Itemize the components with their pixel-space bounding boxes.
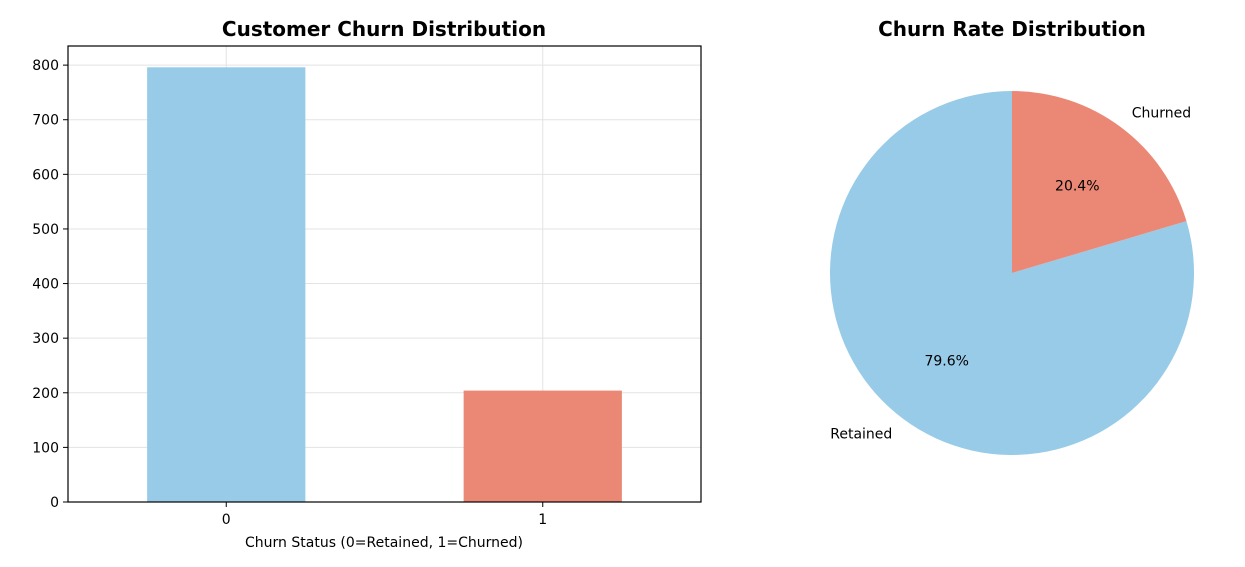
bar-x-tick-label: 0 bbox=[222, 512, 231, 528]
bar-y-tick-label: 200 bbox=[32, 386, 59, 402]
pie-chart: Churn Rate Distribution 79.6% Retained 20.… bbox=[830, 17, 1195, 455]
bar-0 bbox=[147, 67, 306, 502]
pie-slices bbox=[830, 91, 1195, 455]
bar-chart: Customer Churn Distribution 010020030040… bbox=[32, 17, 702, 551]
pie-category-label: Churned bbox=[1132, 106, 1191, 122]
bar-y-tick-label: 700 bbox=[32, 113, 59, 129]
bar-y-tick-label: 800 bbox=[32, 58, 59, 74]
pie-chart-title: Churn Rate Distribution bbox=[878, 17, 1146, 41]
bar-y-ticks: 0 100 200 300 400 500 600 700 800 bbox=[32, 58, 68, 511]
bar-1 bbox=[463, 390, 622, 502]
bar-x-axis-label: Churn Status (0=Retained, 1=Churned) bbox=[245, 535, 523, 551]
bar-y-tick-label: 300 bbox=[32, 331, 59, 347]
bar-y-tick-label: 400 bbox=[32, 277, 59, 293]
pie-pct-label: 79.6% bbox=[924, 354, 968, 370]
bar-y-tick-label: 500 bbox=[32, 222, 59, 238]
bar-bars bbox=[147, 67, 622, 502]
pie-pct-label: 20.4% bbox=[1055, 178, 1099, 194]
bar-y-tick-label: 600 bbox=[32, 167, 59, 183]
bar-y-tick-label: 100 bbox=[32, 440, 59, 456]
bar-x-tick-label: 1 bbox=[538, 512, 547, 528]
pie-labels: 79.6% Retained 20.4% Churned bbox=[830, 106, 1191, 443]
pie-slice-churned bbox=[1012, 91, 1187, 273]
bar-plot-frame bbox=[67, 45, 702, 503]
pie-slice-retained bbox=[830, 91, 1195, 455]
bar-chart-title: Customer Churn Distribution bbox=[222, 17, 546, 41]
bar-y-tick-label: 0 bbox=[50, 495, 59, 511]
pie-category-label: Retained bbox=[830, 426, 892, 442]
